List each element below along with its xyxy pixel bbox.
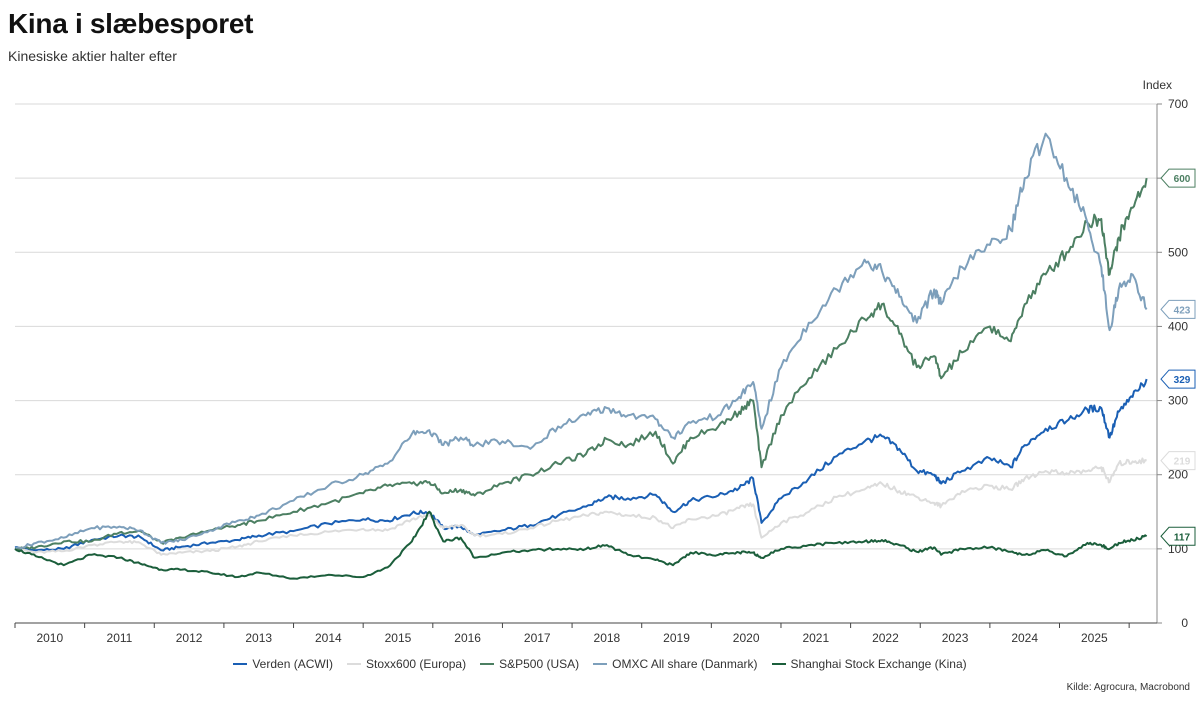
legend-label: Shanghai Stock Exchange (Kina) — [790, 657, 967, 671]
legend-label: Verden (ACWI) — [252, 657, 334, 671]
x-tick-label: 2014 — [315, 631, 342, 645]
legend-swatch — [593, 663, 608, 665]
series-lines — [14, 132, 1148, 580]
grid — [15, 103, 1157, 624]
x-tick-label: 2018 — [594, 631, 621, 645]
y-axis-label: Index — [1143, 78, 1172, 92]
end-label-value: 117 — [1174, 532, 1191, 543]
x-tick-label: 2020 — [733, 631, 760, 645]
x-tick-label: 2025 — [1081, 631, 1108, 645]
legend-swatch — [771, 663, 786, 665]
end-label-box — [1160, 299, 1196, 319]
series-line — [14, 378, 1148, 552]
x-tick-label: 2016 — [454, 631, 481, 645]
y-tick-label: 200 — [1168, 468, 1188, 482]
legend-item: OMXC All share (Danmark) — [593, 657, 758, 671]
legend-item: Stoxx600 (Europa) — [347, 657, 466, 671]
chart-title: Kina i slæbesporet — [8, 8, 254, 39]
end-label: 117 — [1160, 526, 1196, 546]
y-tick-label: 400 — [1168, 319, 1188, 333]
end-label-value: 219 — [1174, 457, 1191, 468]
end-label-box — [1160, 526, 1196, 546]
x-tick-label: 2010 — [36, 631, 63, 645]
x-tick-label: 2017 — [524, 631, 551, 645]
end-label-value: 600 — [1174, 174, 1191, 185]
legend-item: Verden (ACWI) — [233, 657, 333, 671]
y-tick-label: 500 — [1168, 245, 1188, 259]
end-label: 600 — [1160, 168, 1196, 188]
chart-subtitle: Kinesiske aktier halter efter — [8, 48, 177, 64]
y-tick-label: 300 — [1168, 394, 1188, 408]
end-label-value: 423 — [1174, 305, 1191, 316]
series-line — [14, 510, 1148, 580]
series-line — [14, 132, 1148, 550]
y-tick-label: 700 — [1168, 97, 1188, 111]
legend-swatch — [233, 663, 248, 665]
x-tick-label: 2019 — [663, 631, 690, 645]
x-tick-label: 2012 — [176, 631, 203, 645]
end-label-value: 329 — [1174, 375, 1191, 386]
end-label: 423 — [1160, 299, 1196, 319]
series-line — [15, 177, 1148, 551]
x-tick-label: 2022 — [872, 631, 899, 645]
y-tick-label: 0 — [1181, 616, 1188, 630]
legend: Verden (ACWI) Stoxx600 (Europa) S&P500 (US… — [0, 657, 1200, 671]
source-note: Kilde: Agrocura, Macrobond — [1066, 682, 1190, 693]
legend-swatch — [480, 663, 495, 665]
x-tick-label: 2015 — [385, 631, 412, 645]
end-labels: 329 219 600 423 117 — [1160, 168, 1196, 546]
legend-label: OMXC All share (Danmark) — [612, 657, 758, 671]
legend-swatch — [347, 663, 362, 665]
end-label: 219 — [1160, 451, 1196, 471]
end-label-box — [1160, 451, 1196, 471]
x-tick-label: 2023 — [942, 631, 969, 645]
end-label-box — [1160, 369, 1196, 389]
end-label-box — [1160, 168, 1196, 188]
x-tick-label: 2011 — [107, 631, 133, 645]
x-tick-label: 2024 — [1011, 631, 1038, 645]
legend-item: S&P500 (USA) — [480, 657, 579, 671]
series-line — [14, 457, 1147, 556]
x-tick-label: 2013 — [245, 631, 272, 645]
x-tick-label: 2021 — [802, 631, 829, 645]
axes: 0100200300400500600700201020112012201320… — [14, 97, 1188, 645]
legend-label: Stoxx600 (Europa) — [366, 657, 467, 671]
legend-label: S&P500 (USA) — [499, 657, 580, 671]
end-label: 329 — [1160, 369, 1196, 389]
legend-item: Shanghai Stock Exchange (Kina) — [771, 657, 967, 671]
